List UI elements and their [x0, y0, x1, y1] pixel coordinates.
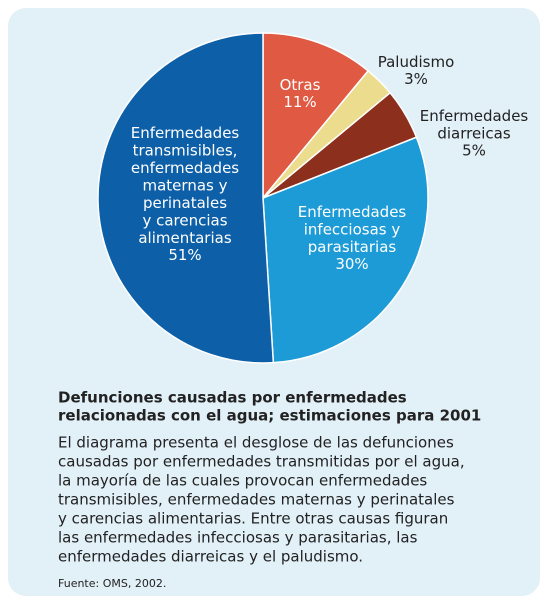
pie-slice	[262, 136, 429, 364]
slice-label: Otras	[280, 76, 321, 94]
caption-body: causadas por enfermedades transmitidas p…	[58, 453, 465, 471]
slice-label: Enfermedades transmisibles, enfermedades ma…	[131, 124, 240, 247]
label-line: maternas y	[143, 176, 228, 194]
caption-body: El diagrama presenta el desglose de las …	[58, 434, 454, 452]
label-line: infecciosas y	[304, 220, 401, 238]
slice-value: 11%	[283, 93, 316, 111]
caption-body: y carencias alimentarias. Entre otras ca…	[58, 510, 448, 528]
label-line: y carencias	[142, 211, 227, 229]
caption-body: transmisibles, enfermedades maternas y p…	[58, 491, 455, 509]
label-line: Enfermedades	[298, 203, 407, 221]
caption-title: Defunciones causadas por enfermedades	[58, 389, 407, 407]
label-line: Otras	[280, 76, 321, 94]
label-line: diarreicas	[437, 124, 510, 142]
slice-value: 51%	[168, 246, 201, 264]
label-line: enfermedades	[131, 159, 239, 177]
caption-title: relacionadas con el agua; estimaciones p…	[58, 407, 481, 425]
slice-label: Enfermedades infecciosas y parasitarias	[298, 203, 407, 256]
pie-slice	[97, 32, 275, 364]
label-line: Paludismo	[378, 53, 455, 71]
label-line: perinatales	[143, 194, 227, 212]
caption-body: enfermedades diarreicas y el paludismo.	[58, 548, 363, 566]
slice-value: 30%	[335, 255, 368, 273]
label-line: transmisibles,	[133, 141, 238, 159]
slice-label: Paludismo	[378, 53, 455, 71]
slice-value: 5%	[462, 142, 486, 160]
caption-body: las enfermedades infecciosas y parasitar…	[58, 529, 418, 547]
pie-slice	[262, 32, 370, 201]
label-line: parasitarias	[308, 238, 397, 256]
label-line: alimentarias	[138, 229, 231, 247]
label-line: Enfermedades	[420, 107, 529, 125]
caption-body: la mayoría de las cuales provocan enferm…	[58, 472, 427, 490]
slice-label: Enfermedades diarreicas	[420, 107, 529, 143]
label-line: Enfermedades	[131, 124, 240, 142]
caption-source: Fuente: OMS, 2002.	[58, 577, 166, 590]
slice-value: 3%	[404, 70, 428, 88]
